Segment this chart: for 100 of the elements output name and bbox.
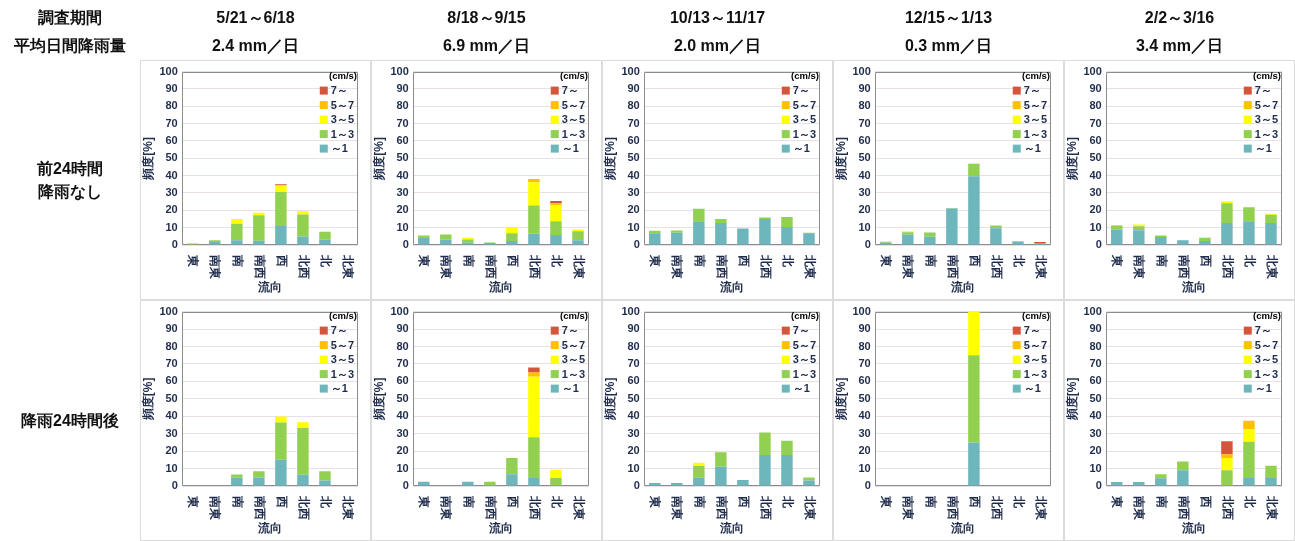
x-tick-label: 南西 [714, 495, 729, 520]
y-tick-label: 70 [165, 356, 178, 369]
legend-label: 1～3 [561, 127, 586, 140]
chart-subtitle: 2.4 mm／日 [210, 36, 301, 56]
legend-label: 1～3 [792, 367, 817, 380]
y-tick-label: 20 [858, 444, 871, 457]
x-axis-title: 流向 [256, 280, 282, 295]
y-tick-label: 10 [1089, 220, 1102, 233]
y-tick-label: 10 [396, 220, 409, 233]
legend-label: 3～5 [1254, 113, 1279, 126]
y-tick-label: 50 [396, 151, 409, 164]
legend-label: 5～7 [792, 338, 817, 351]
y-tick-label: 70 [1089, 356, 1102, 369]
y-tick-label: 50 [1089, 391, 1102, 404]
legend-label: 5～7 [561, 98, 586, 111]
y-tick-label: 80 [627, 99, 640, 112]
legend-label: ～1 [1023, 382, 1041, 395]
y-tick-label: 0 [1095, 479, 1102, 492]
text: 平均日間降雨量 [13, 36, 127, 56]
legend-label: 5～7 [1254, 98, 1279, 111]
y-tick-label: 50 [396, 391, 409, 404]
x-tick-label: 西 [274, 254, 289, 267]
text: 調査期間 [37, 8, 103, 28]
legend-title: (cm/s) [1253, 310, 1281, 322]
legend-label: 1～3 [330, 367, 355, 380]
legend-label: ～1 [330, 142, 348, 155]
y-tick-label: 40 [858, 168, 871, 181]
y-tick-label: 10 [858, 220, 871, 233]
x-tick-label: 南東 [1132, 495, 1147, 521]
legend-label: 5～7 [1254, 338, 1279, 351]
y-tick-label: 70 [627, 356, 640, 369]
y-tick-label: 50 [858, 391, 871, 404]
y-tick-label: 80 [627, 339, 640, 352]
y-tick-label: 10 [396, 461, 409, 474]
y-tick-label: 10 [1089, 461, 1102, 474]
x-tick-label: 西 [967, 495, 982, 508]
x-tick-label: 北 [780, 495, 795, 509]
y-tick-label: 70 [627, 116, 640, 129]
chart-title: 10/13～11/17 [668, 8, 767, 28]
y-tick-label: 100 [621, 64, 640, 77]
text: 前24時間 [37, 159, 103, 179]
y-tick-label: 30 [858, 186, 871, 199]
y-tick-label: 70 [396, 356, 409, 369]
y-tick-label: 10 [165, 220, 178, 233]
y-tick-label: 90 [858, 81, 871, 94]
legend-label: ～1 [561, 382, 579, 395]
legend-label: 5～7 [792, 98, 817, 111]
y-tick-label: 80 [396, 99, 409, 112]
x-tick-label: 北西 [1220, 254, 1235, 279]
x-tick-label: 西 [967, 254, 982, 267]
legend-label: 5～7 [1023, 98, 1048, 111]
x-tick-label: 北東 [802, 254, 817, 280]
x-axis-title: 流向 [1180, 280, 1206, 295]
x-tick-label: 南 [230, 254, 245, 267]
x-tick-label: 南 [1154, 495, 1169, 508]
x-tick-label: 北東 [1033, 254, 1048, 280]
y-tick-label: 40 [627, 409, 640, 422]
legend-label: ～1 [1023, 142, 1041, 155]
x-tick-label: 南 [923, 495, 938, 508]
y-tick-label: 30 [165, 186, 178, 199]
legend-title: (cm/s) [329, 70, 357, 82]
x-tick-label: 南西 [483, 495, 498, 520]
x-tick-label: 北西 [989, 495, 1004, 520]
y-tick-label: 0 [1095, 238, 1102, 251]
legend-label: 3～5 [330, 353, 355, 366]
x-tick-label: 南東 [208, 495, 223, 521]
legend-label: 1～3 [561, 367, 586, 380]
y-tick-label: 80 [858, 99, 871, 112]
y-tick-label: 40 [1089, 409, 1102, 422]
x-tick-label: 北東 [340, 254, 355, 280]
x-tick-label: 東 [186, 495, 201, 509]
x-tick-label: 東 [186, 254, 201, 268]
y-tick-label: 90 [396, 322, 409, 335]
x-tick-label: 北 [549, 254, 564, 268]
x-tick-label: 北東 [571, 254, 586, 280]
x-axis-title: 流向 [949, 521, 975, 536]
x-axis-title: 流向 [718, 521, 744, 536]
chart-title: 12/15～1/13 [903, 8, 994, 28]
x-tick-label: 南西 [714, 254, 729, 279]
y-tick-label: 50 [165, 391, 178, 404]
y-tick-label: 80 [1089, 99, 1102, 112]
x-tick-label: 南東 [208, 254, 223, 280]
y-tick-label: 10 [165, 461, 178, 474]
x-tick-label: 北西 [296, 254, 311, 279]
y-tick-label: 30 [396, 186, 409, 199]
x-tick-label: 西 [1198, 254, 1213, 267]
y-tick-label: 50 [858, 151, 871, 164]
y-tick-label: 70 [858, 356, 871, 369]
legend-title: (cm/s) [1253, 70, 1281, 82]
y-tick-label: 30 [1089, 426, 1102, 439]
y-tick-label: 60 [165, 374, 178, 387]
x-tick-label: 北東 [1264, 254, 1279, 280]
x-tick-label: 南西 [1176, 495, 1191, 520]
y-tick-label: 20 [627, 444, 640, 457]
y-axis-title: 頻度[%] [602, 136, 617, 181]
y-tick-label: 0 [402, 238, 409, 251]
legend-label: 1～3 [792, 127, 817, 140]
x-tick-label: 南東 [439, 254, 454, 280]
x-tick-label: 西 [274, 495, 289, 508]
y-tick-label: 100 [621, 304, 640, 317]
